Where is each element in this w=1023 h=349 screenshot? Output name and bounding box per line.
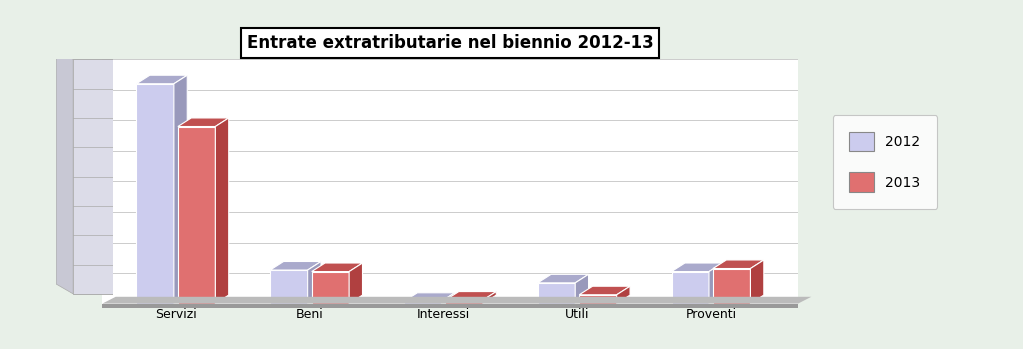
Polygon shape [445,300,483,304]
Polygon shape [102,304,798,308]
Polygon shape [74,59,113,294]
Polygon shape [404,293,455,301]
Polygon shape [442,293,455,304]
Polygon shape [483,291,496,304]
Polygon shape [617,286,630,304]
Polygon shape [56,50,74,294]
Polygon shape [713,260,764,268]
Polygon shape [538,274,588,283]
Polygon shape [174,75,187,304]
Polygon shape [538,283,575,304]
Polygon shape [102,297,811,304]
Polygon shape [751,260,764,304]
Polygon shape [308,261,321,304]
Polygon shape [136,75,187,84]
Polygon shape [709,263,722,304]
Polygon shape [312,272,349,304]
Legend: 2012, 2013: 2012, 2013 [833,115,937,209]
Title: Entrate extratributarie nel biennio 2012-13: Entrate extratributarie nel biennio 2012… [247,34,654,52]
Polygon shape [579,286,630,295]
Polygon shape [445,291,496,300]
Polygon shape [404,301,442,304]
Polygon shape [575,274,588,304]
Polygon shape [270,261,321,270]
Polygon shape [270,270,308,304]
Polygon shape [671,272,709,304]
Polygon shape [579,295,617,304]
Polygon shape [671,263,722,272]
Polygon shape [312,263,362,272]
Polygon shape [178,118,229,127]
Polygon shape [178,127,216,304]
Polygon shape [713,268,751,304]
Polygon shape [216,118,229,304]
Polygon shape [349,263,362,304]
Polygon shape [136,84,174,304]
